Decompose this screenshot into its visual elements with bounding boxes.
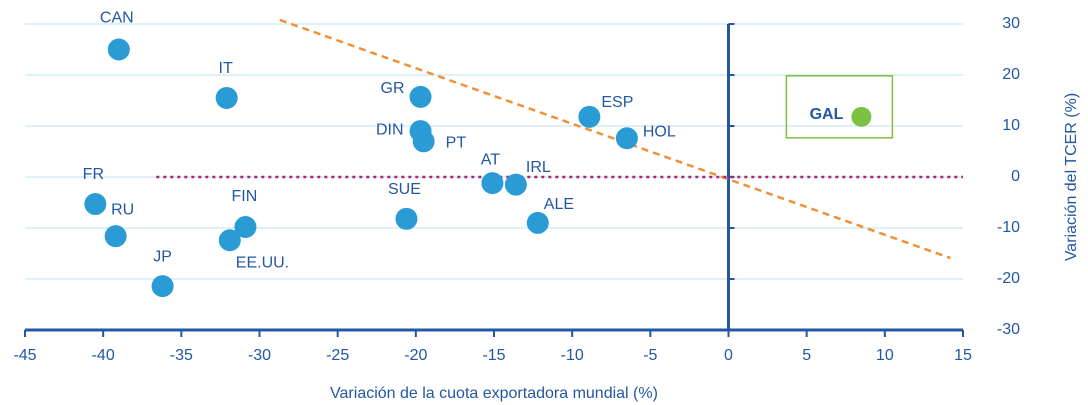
y-tick-label: 0 — [1011, 168, 1020, 185]
y-tick-label: -30 — [997, 321, 1020, 338]
point-label: DIN — [376, 121, 404, 138]
y-tick-label: -10 — [997, 219, 1020, 236]
x-tick-label: -45 — [13, 347, 36, 364]
y-tick-label: 20 — [1002, 66, 1020, 83]
point-label: GAL — [810, 106, 844, 123]
x-tick-label: -5 — [643, 347, 657, 364]
highlight-box — [785, 75, 894, 139]
point — [412, 130, 435, 153]
point — [504, 173, 527, 196]
point — [851, 106, 872, 127]
point-label: ALE — [544, 196, 574, 213]
point — [234, 215, 257, 238]
point — [107, 38, 130, 61]
point-label: GR — [381, 80, 405, 97]
point-label: CAN — [100, 10, 134, 27]
point — [84, 193, 107, 216]
point-label: PT — [446, 135, 467, 152]
x-tick-label: -30 — [248, 347, 271, 364]
point — [409, 85, 432, 108]
point — [615, 127, 638, 150]
reference-line — [279, 18, 951, 260]
point — [395, 207, 418, 230]
point-label: JP — [153, 248, 172, 265]
x-axis-label: Variación de la cuota exportadora mundia… — [330, 385, 658, 402]
y-tick-label: -20 — [997, 270, 1020, 287]
point — [218, 229, 241, 252]
point-label: AT — [481, 151, 500, 168]
y-tick-label: 30 — [1002, 15, 1020, 32]
x-tick-label: -20 — [404, 347, 427, 364]
point-label: HOL — [643, 123, 676, 140]
x-tick-label: 15 — [954, 347, 972, 364]
x-tick-label: -40 — [92, 347, 115, 364]
point — [215, 86, 238, 109]
x-tick-label: -25 — [326, 347, 349, 364]
y-tick-label: 10 — [1002, 117, 1020, 134]
point-label: FIN — [232, 188, 258, 205]
x-tick-label: -10 — [561, 347, 584, 364]
point-label: EE.UU. — [236, 254, 289, 271]
point-label: IT — [219, 60, 233, 77]
point — [578, 105, 601, 128]
point-label: FR — [83, 166, 104, 183]
point-label: RU — [111, 201, 134, 218]
point-label: ESP — [601, 94, 633, 111]
y-axis-label: Variación del TCER (%) — [1063, 93, 1080, 261]
point — [104, 225, 127, 248]
x-tick-label: 5 — [802, 347, 811, 364]
point — [526, 211, 549, 234]
x-tick-label: -35 — [170, 347, 193, 364]
point — [151, 275, 174, 298]
x-tick-label: 0 — [724, 347, 733, 364]
point — [481, 172, 504, 195]
x-tick-label: -15 — [482, 347, 505, 364]
point-label: SUE — [388, 181, 421, 198]
point-label: IRL — [526, 159, 551, 176]
x-tick-label: 10 — [876, 347, 894, 364]
